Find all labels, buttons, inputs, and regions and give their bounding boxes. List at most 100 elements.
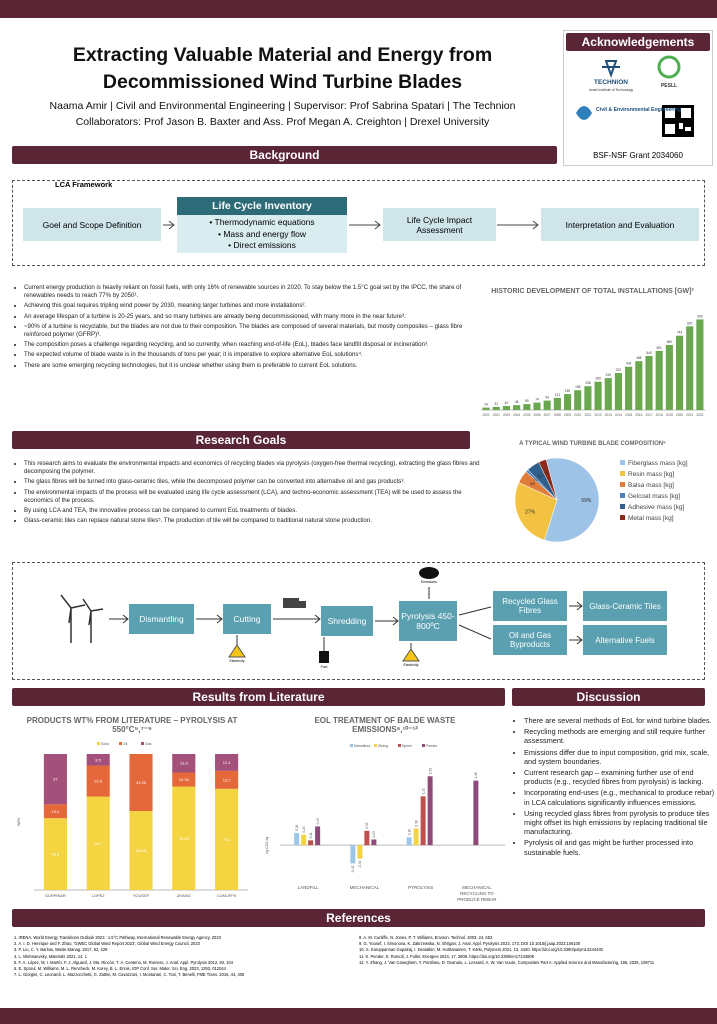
x-tick-label: 2007	[544, 413, 551, 417]
data-label: 31	[494, 402, 498, 406]
bullet: There are several methods of EoL for win…	[524, 716, 717, 725]
icon-label: Electricity	[403, 663, 419, 667]
x-tick-label: 2002	[493, 413, 500, 417]
process-label: Alternative Fuels	[595, 635, 655, 645]
bar	[427, 776, 433, 846]
legend-swatch	[620, 471, 625, 476]
data-label: 3%	[544, 471, 549, 475]
pesll-logo	[657, 55, 681, 79]
turbine-icons	[60, 594, 104, 643]
x-tick-label: YOUSEF	[133, 893, 150, 898]
pie-chart: 59% Fiberglass mass [kg] 27% Resin mass [kg…	[514, 457, 688, 543]
section-heading: Background	[12, 146, 557, 164]
process-box	[223, 604, 271, 634]
data-label: 74	[535, 398, 539, 402]
lca-step: Goel and Scope Definition	[23, 208, 161, 241]
data-label: 52.8	[52, 852, 61, 857]
data-label: 0.18	[407, 829, 411, 835]
data-label: 0.43	[316, 818, 320, 824]
arrow	[349, 220, 381, 230]
data-label: 24	[484, 403, 488, 407]
data-label: 650	[667, 340, 673, 344]
background-bullets: Current energy production is heavily rel…	[12, 284, 482, 372]
installations-chart: 24 2001 31 2002 40 2003 48 2004 59 2005 74 2006 94 20…	[481, 314, 705, 417]
technion-name: TECHNION	[594, 79, 628, 86]
data-label: 13.6	[180, 761, 189, 766]
legend-swatch	[350, 744, 353, 747]
data-label: 1.12	[421, 788, 425, 794]
bar-segment	[86, 754, 110, 766]
cee-logo	[576, 106, 592, 120]
data-label: 10.2	[52, 809, 61, 814]
bar	[696, 319, 704, 410]
cloud-icon	[419, 567, 439, 579]
data-label: 488	[636, 356, 642, 360]
fuel-icon	[319, 651, 329, 663]
process-box	[493, 625, 567, 655]
x-tick-label: 2003	[503, 413, 510, 417]
data-label: 0.24	[302, 826, 306, 832]
bullet: ~90% of a turbine is recyclable, but the…	[24, 323, 482, 339]
data-label: 27%	[525, 509, 536, 515]
process-label: Pyrolysis 450-800ºC	[401, 611, 455, 631]
x-tick-label: 2009	[564, 413, 571, 417]
bar	[294, 832, 300, 846]
bar	[371, 839, 377, 846]
chart-title: A TYPICAL WIND TURBINE BLADE COMPOSITION…	[519, 441, 666, 447]
bullet: Current research gap – examining further…	[524, 768, 717, 786]
pie-slice	[538, 459, 558, 501]
process-box	[493, 591, 567, 621]
process-diagram: Dismantling Cutting Shredding Pyrolysis …	[12, 562, 705, 680]
bar	[523, 404, 531, 410]
legend-swatch	[620, 515, 625, 520]
data-label: 8.5	[95, 757, 101, 762]
data-label: 121	[555, 393, 561, 397]
lci-items: Thermodynamic equationsMass and energy f…	[177, 215, 347, 253]
lca-arrows	[163, 220, 539, 230]
bar	[686, 326, 694, 410]
bar	[604, 378, 612, 410]
legend-label: Gas	[145, 742, 152, 746]
legend-swatch	[422, 744, 425, 747]
x-tick-label: 2015	[625, 413, 632, 417]
bar-segment	[43, 804, 67, 819]
reference: 6. E. Sproul, M. Williams, M. L. Renchec…	[14, 966, 226, 972]
process-label: Shredding	[327, 616, 367, 626]
data-label: 837	[687, 321, 693, 325]
bullet: Glass-ceramic tiles can replace natural …	[24, 517, 482, 525]
qr-cell	[665, 108, 675, 118]
data-label: 283	[595, 377, 601, 381]
arrow	[163, 220, 175, 230]
process-label: Glass-Ceramic Tiles	[589, 601, 661, 611]
x-tick-label: 2012	[595, 413, 602, 417]
x-tick-label: 2021	[686, 413, 693, 417]
bar-segment	[129, 811, 153, 890]
legend-label: Resin mass [kg]	[628, 471, 674, 478]
reference: 5. F. A. López, M. I. Martín, F. J. Algu…	[14, 959, 234, 965]
bar	[492, 406, 500, 410]
data-label: 37	[53, 777, 58, 782]
legend-label: Balsa mass [kg]	[628, 482, 674, 489]
bar-segment	[215, 754, 239, 771]
legend-swatch	[620, 482, 625, 487]
bar-segment	[215, 788, 239, 890]
bar	[584, 386, 592, 410]
bullet: The composition poses a challenge regard…	[24, 341, 482, 349]
data-label: -0.42	[351, 865, 355, 872]
reference: 7. L. Giorgini, C. Leonardi, L. Mazzocch…	[14, 972, 245, 978]
electricity-icon	[228, 644, 246, 658]
qr-cell	[665, 124, 675, 134]
legend-label: Zhang	[378, 744, 388, 748]
data-label: 198	[575, 385, 581, 389]
bar	[665, 345, 673, 410]
bar	[301, 834, 307, 846]
bullet: The environmental impacts of the process…	[24, 489, 482, 505]
x-tick-label: LOPEZ	[92, 893, 106, 898]
bar-segment	[129, 754, 153, 812]
bullet: Current energy production is heavily rel…	[24, 284, 482, 300]
bar	[563, 394, 572, 410]
bar-segment	[215, 770, 239, 789]
legend-label: Metal mass [kg]	[628, 515, 674, 522]
ref-column: 8. A. M. Cunliffe, N. Jones, P. T. Willi…	[359, 935, 704, 966]
legend-label: Gelcoat mass [kg]	[628, 493, 680, 500]
